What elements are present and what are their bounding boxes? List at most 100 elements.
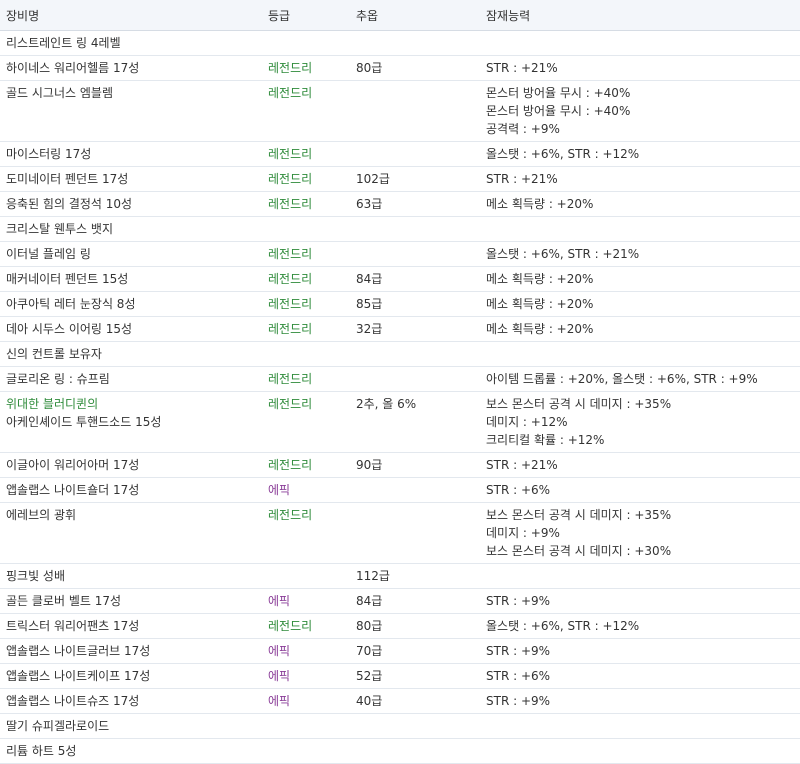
table-row: 골드 시그너스 엠블렘 레전드리 몬스터 방어율 무시 : +40% 몬스터 방어율 …: [0, 80, 800, 142]
table-row: 앱솔랩스 나이트케이프 17성 에픽 52급 STR : +6%: [0, 663, 800, 689]
header-row: 장비명 등급 추옵 잠재능력: [0, 0, 800, 31]
cell-name: 앱솔랩스 나이트케이프 17성: [0, 663, 262, 689]
cell-stars: 80급: [350, 55, 480, 81]
cell-name: 응축된 힘의 결정석 10성: [0, 191, 262, 217]
cell-name: 크리스탈 웬투스 뱃지: [0, 216, 262, 242]
cell-stars: 63급: [350, 191, 480, 217]
item-name: 리튬 하트 5성: [6, 744, 77, 758]
potential-line: 메소 획득량 : +20%: [486, 197, 594, 211]
cell-grade: 에픽: [262, 588, 350, 614]
cell-stars: [350, 216, 480, 242]
potential-line: 몬스터 방어율 무시 : +40%: [486, 86, 631, 100]
table-row: 응축된 힘의 결정석 10성 레전드리 63급 메소 획득량 : +20%: [0, 191, 800, 217]
item-name: 위대한 블러디퀸의: [6, 397, 99, 411]
item-name: 이글아이 워리어아머 17성: [6, 458, 140, 472]
cell-potential: [480, 30, 800, 56]
cell-name: 데아 시두스 이어링 15성: [0, 316, 262, 342]
cell-potential: 메소 획득량 : +20%: [480, 291, 800, 317]
table-row: 딸기 슈피겔라로이드: [0, 713, 800, 739]
item-name: 신의 컨트롤 보유자: [6, 347, 102, 361]
cell-name: 마이스터링 17성: [0, 141, 262, 167]
cell-grade: 레전드리: [262, 613, 350, 639]
cell-potential: STR : +9%: [480, 688, 800, 714]
cell-name: 글로리온 링 : 슈프림: [0, 366, 262, 392]
item-name: 앱솔랩스 나이트글러브 17성: [6, 644, 151, 658]
table-row: 핑크빛 성배 112급: [0, 563, 800, 589]
cell-potential: 메소 획득량 : +20%: [480, 266, 800, 292]
cell-name: 골든 클로버 벨트 17성: [0, 588, 262, 614]
potential-line: 올스탯 : +6%, STR : +12%: [486, 147, 640, 161]
item-name: 매커네이터 펜던트 15성: [6, 272, 129, 286]
potential-line: 몬스터 방어율 무시 : +40%: [486, 104, 631, 118]
cell-name: 신의 컨트롤 보유자: [0, 341, 262, 367]
potential-line: STR : +9%: [486, 644, 551, 658]
cell-name: 앱솔랩스 나이트슈즈 17성: [0, 688, 262, 714]
table-row: 글로리온 링 : 슈프림 레전드리 아이템 드롭률 : +20%, 올스탯 : +6…: [0, 366, 800, 392]
potential-line: 메소 획득량 : +20%: [486, 322, 594, 336]
cell-potential: [480, 341, 800, 367]
cell-potential: [480, 563, 800, 589]
cell-grade: 레전드리: [262, 291, 350, 317]
cell-name: 매커네이터 펜던트 15성: [0, 266, 262, 292]
cell-name: 하이네스 워리어헬름 17성: [0, 55, 262, 81]
grade-label: 레전드리: [268, 322, 313, 336]
cell-stars: 84급: [350, 588, 480, 614]
potential-line: 올스탯 : +6%, STR : +21%: [486, 247, 640, 261]
cell-name: 리튬 하트 5성: [0, 738, 262, 764]
table-row: 앱솔랩스 나이트슈즈 17성 에픽 40급 STR : +9%: [0, 688, 800, 714]
table-row: 골든 클로버 벨트 17성 에픽 84급 STR : +9%: [0, 588, 800, 614]
potential-line: 데미지 : +9%: [486, 526, 560, 540]
cell-potential: [480, 216, 800, 242]
cell-stars: [350, 80, 480, 142]
cell-stars: 2추, 올 6%: [350, 391, 480, 453]
grade-label: 에픽: [268, 483, 291, 497]
potential-line: STR : +6%: [486, 483, 551, 497]
item-name: 에레브의 광휘: [6, 508, 77, 522]
grade-label: 레전드리: [268, 372, 313, 386]
grade-label: 레전드리: [268, 458, 313, 472]
cell-name: 트릭스터 워리어팬츠 17성: [0, 613, 262, 639]
item-name: 골든 클로버 벨트 17성: [6, 594, 122, 608]
cell-potential: STR : +21%: [480, 55, 800, 81]
cell-name: 리스트레인트 링 4레벨: [0, 30, 262, 56]
header-grade: 등급: [262, 0, 350, 31]
cell-grade: 레전드리: [262, 452, 350, 478]
cell-potential: STR : +6%: [480, 477, 800, 503]
table-row: 트릭스터 워리어팬츠 17성 레전드리 80급 올스탯 : +6%, STR : +1…: [0, 613, 800, 639]
grade-label: 레전드리: [268, 61, 313, 75]
cell-potential: 보스 몬스터 공격 시 데미지 : +35% 데미지 : +12% 크리티컬 확률 …: [480, 391, 800, 453]
grade-label: 레전드리: [268, 397, 313, 411]
item-name: 아케인셰이드 투핸드소드 15성: [6, 415, 162, 429]
cell-potential: 보스 몬스터 공격 시 데미지 : +35% 데미지 : +9% 보스 몬스터 공격…: [480, 502, 800, 564]
cell-grade: 레전드리: [262, 55, 350, 81]
cell-stars: [350, 141, 480, 167]
table-row: 리스트레인트 링 4레벨: [0, 30, 800, 56]
cell-grade: 레전드리: [262, 141, 350, 167]
grade-label: 레전드리: [268, 172, 313, 186]
table-row: 이글아이 워리어아머 17성 레전드리 90급 STR : +21%: [0, 452, 800, 478]
cell-stars: [350, 502, 480, 564]
cell-grade: 레전드리: [262, 241, 350, 267]
potential-line: STR : +9%: [486, 594, 551, 608]
cell-grade: 에픽: [262, 663, 350, 689]
grade-label: 레전드리: [268, 147, 313, 161]
cell-name: 도미네이터 펜던트 17성: [0, 166, 262, 192]
item-name: 딸기 슈피겔라로이드: [6, 719, 110, 733]
cell-grade: 레전드리: [262, 316, 350, 342]
cell-stars: [350, 30, 480, 56]
item-name: 핑크빛 성배: [6, 569, 66, 583]
item-name: 마이스터링 17성: [6, 147, 92, 161]
potential-line: 크리티컬 확률 : +12%: [486, 433, 605, 447]
cell-potential: 메소 획득량 : +20%: [480, 191, 800, 217]
cell-name: 이글아이 워리어아머 17성: [0, 452, 262, 478]
potential-line: STR : +21%: [486, 61, 558, 75]
grade-label: 에픽: [268, 594, 291, 608]
item-name: 아쿠아틱 레터 눈장식 8성: [6, 297, 136, 311]
cell-stars: [350, 341, 480, 367]
item-name: 응축된 힘의 결정석 10성: [6, 197, 133, 211]
cell-stars: [350, 738, 480, 764]
table-row: 데아 시두스 이어링 15성 레전드리 32급 메소 획득량 : +20%: [0, 316, 800, 342]
potential-line: 보스 몬스터 공격 시 데미지 : +35%: [486, 508, 672, 522]
grade-label: 에픽: [268, 694, 291, 708]
